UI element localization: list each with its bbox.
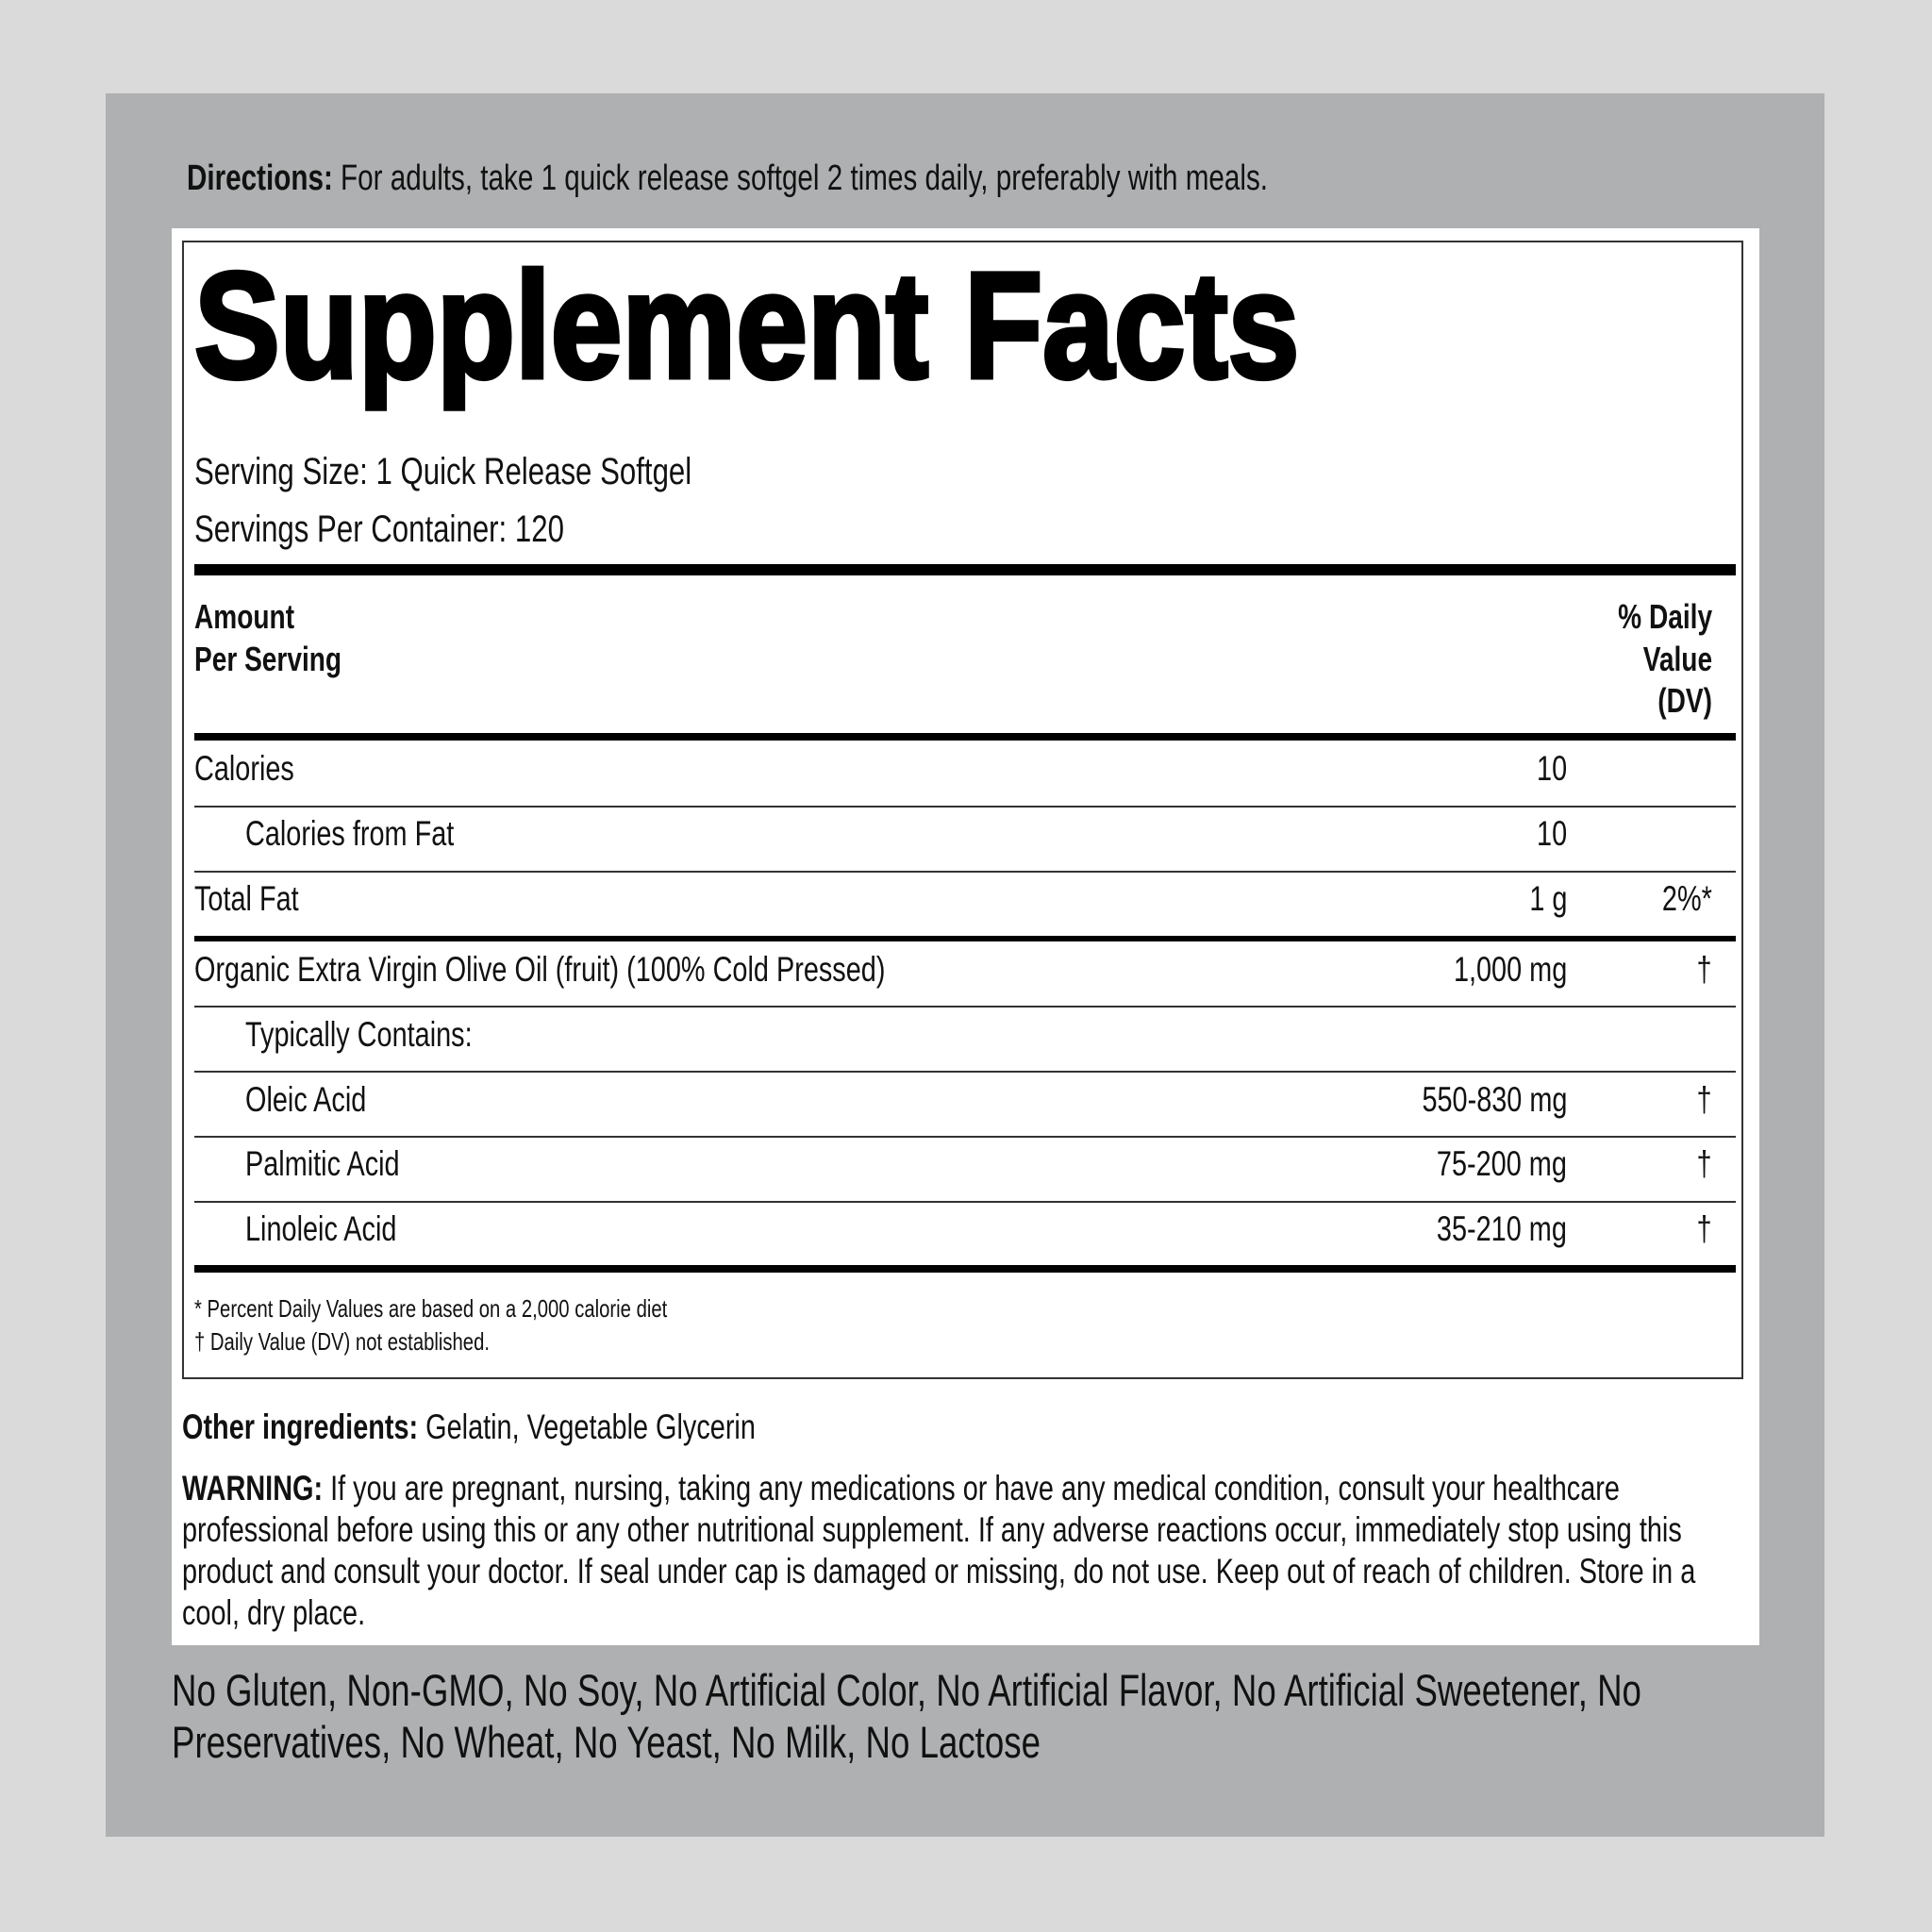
row-divider [194,806,1736,808]
header-dv: (DV) [1657,681,1712,720]
warning: WARNING: If you are pregnant, nursing, t… [182,1468,1757,1634]
header-dv: Value [1642,640,1712,678]
nutrient-amount: 550-830 mg [1421,1080,1567,1119]
facts-title: Supplement Facts [192,241,1302,409]
thick-rule [194,564,1736,575]
row-divider [194,871,1736,873]
header-amount: Amount [194,597,295,636]
directions-text: For adults, take 1 quick release softgel… [332,158,1269,198]
nutrient-dv: † [1696,1080,1712,1119]
nutrient-dv: † [1696,1144,1712,1183]
row-divider [194,936,1736,941]
nutrient-amount: 75-200 mg [1437,1144,1567,1183]
nutrient-amount: 1,000 mg [1453,950,1567,989]
nutrient-dv: 2%* [1662,879,1712,918]
header-dv: % Daily [1618,597,1712,636]
servings-per-container: Servings Per Container: 120 [194,508,564,550]
footnote: * Percent Daily Values are based on a 2,… [194,1294,668,1323]
nutrient-name: Typically Contains: [245,1015,473,1054]
warning-text: If you are pregnant, nursing, taking any… [182,1469,1696,1632]
row-divider [194,1201,1736,1203]
thick-rule [194,1265,1736,1273]
nutrient-amount: 35-210 mg [1437,1209,1567,1248]
nutrient-name: Total Fat [194,879,299,918]
nutrient-dv: † [1696,1209,1712,1248]
header-per-serving: Per Serving [194,640,342,678]
nutrient-dv: † [1696,950,1712,989]
free-from-claims: No Gluten, Non-GMO, No Soy, No Artificia… [172,1665,1641,1767]
nutrient-amount: 1 g [1528,879,1567,918]
nutrient-name: Organic Extra Virgin Olive Oil (fruit) (… [194,950,886,989]
serving-size: Serving Size: 1 Quick Release Softgel [194,451,692,492]
directions: Directions: For adults, take 1 quick rel… [187,160,1268,196]
nutrient-name: Calories from Fat [245,814,455,853]
other-ingredients-text: Gelatin, Vegetable Glycerin [418,1407,756,1446]
nutrient-amount: 10 [1536,814,1567,853]
nutrient-name: Linoleic Acid [245,1209,397,1248]
row-divider [194,1006,1736,1008]
other-ingredients-label: Other ingredients: [182,1407,419,1446]
thick-rule [194,733,1736,741]
row-divider [194,1071,1736,1073]
nutrient-amount: 10 [1536,749,1567,788]
nutrient-name: Oleic Acid [245,1080,367,1119]
footnote: † Daily Value (DV) not established. [194,1327,490,1356]
other-ingredients: Other ingredients: Gelatin, Vegetable Gl… [182,1409,756,1444]
nutrient-name: Calories [194,749,294,788]
warning-label: WARNING: [182,1469,324,1507]
supplement-facts-panel [182,241,1743,1379]
directions-label: Directions: [187,158,333,198]
row-divider [194,1136,1736,1138]
nutrient-name: Palmitic Acid [245,1144,400,1183]
